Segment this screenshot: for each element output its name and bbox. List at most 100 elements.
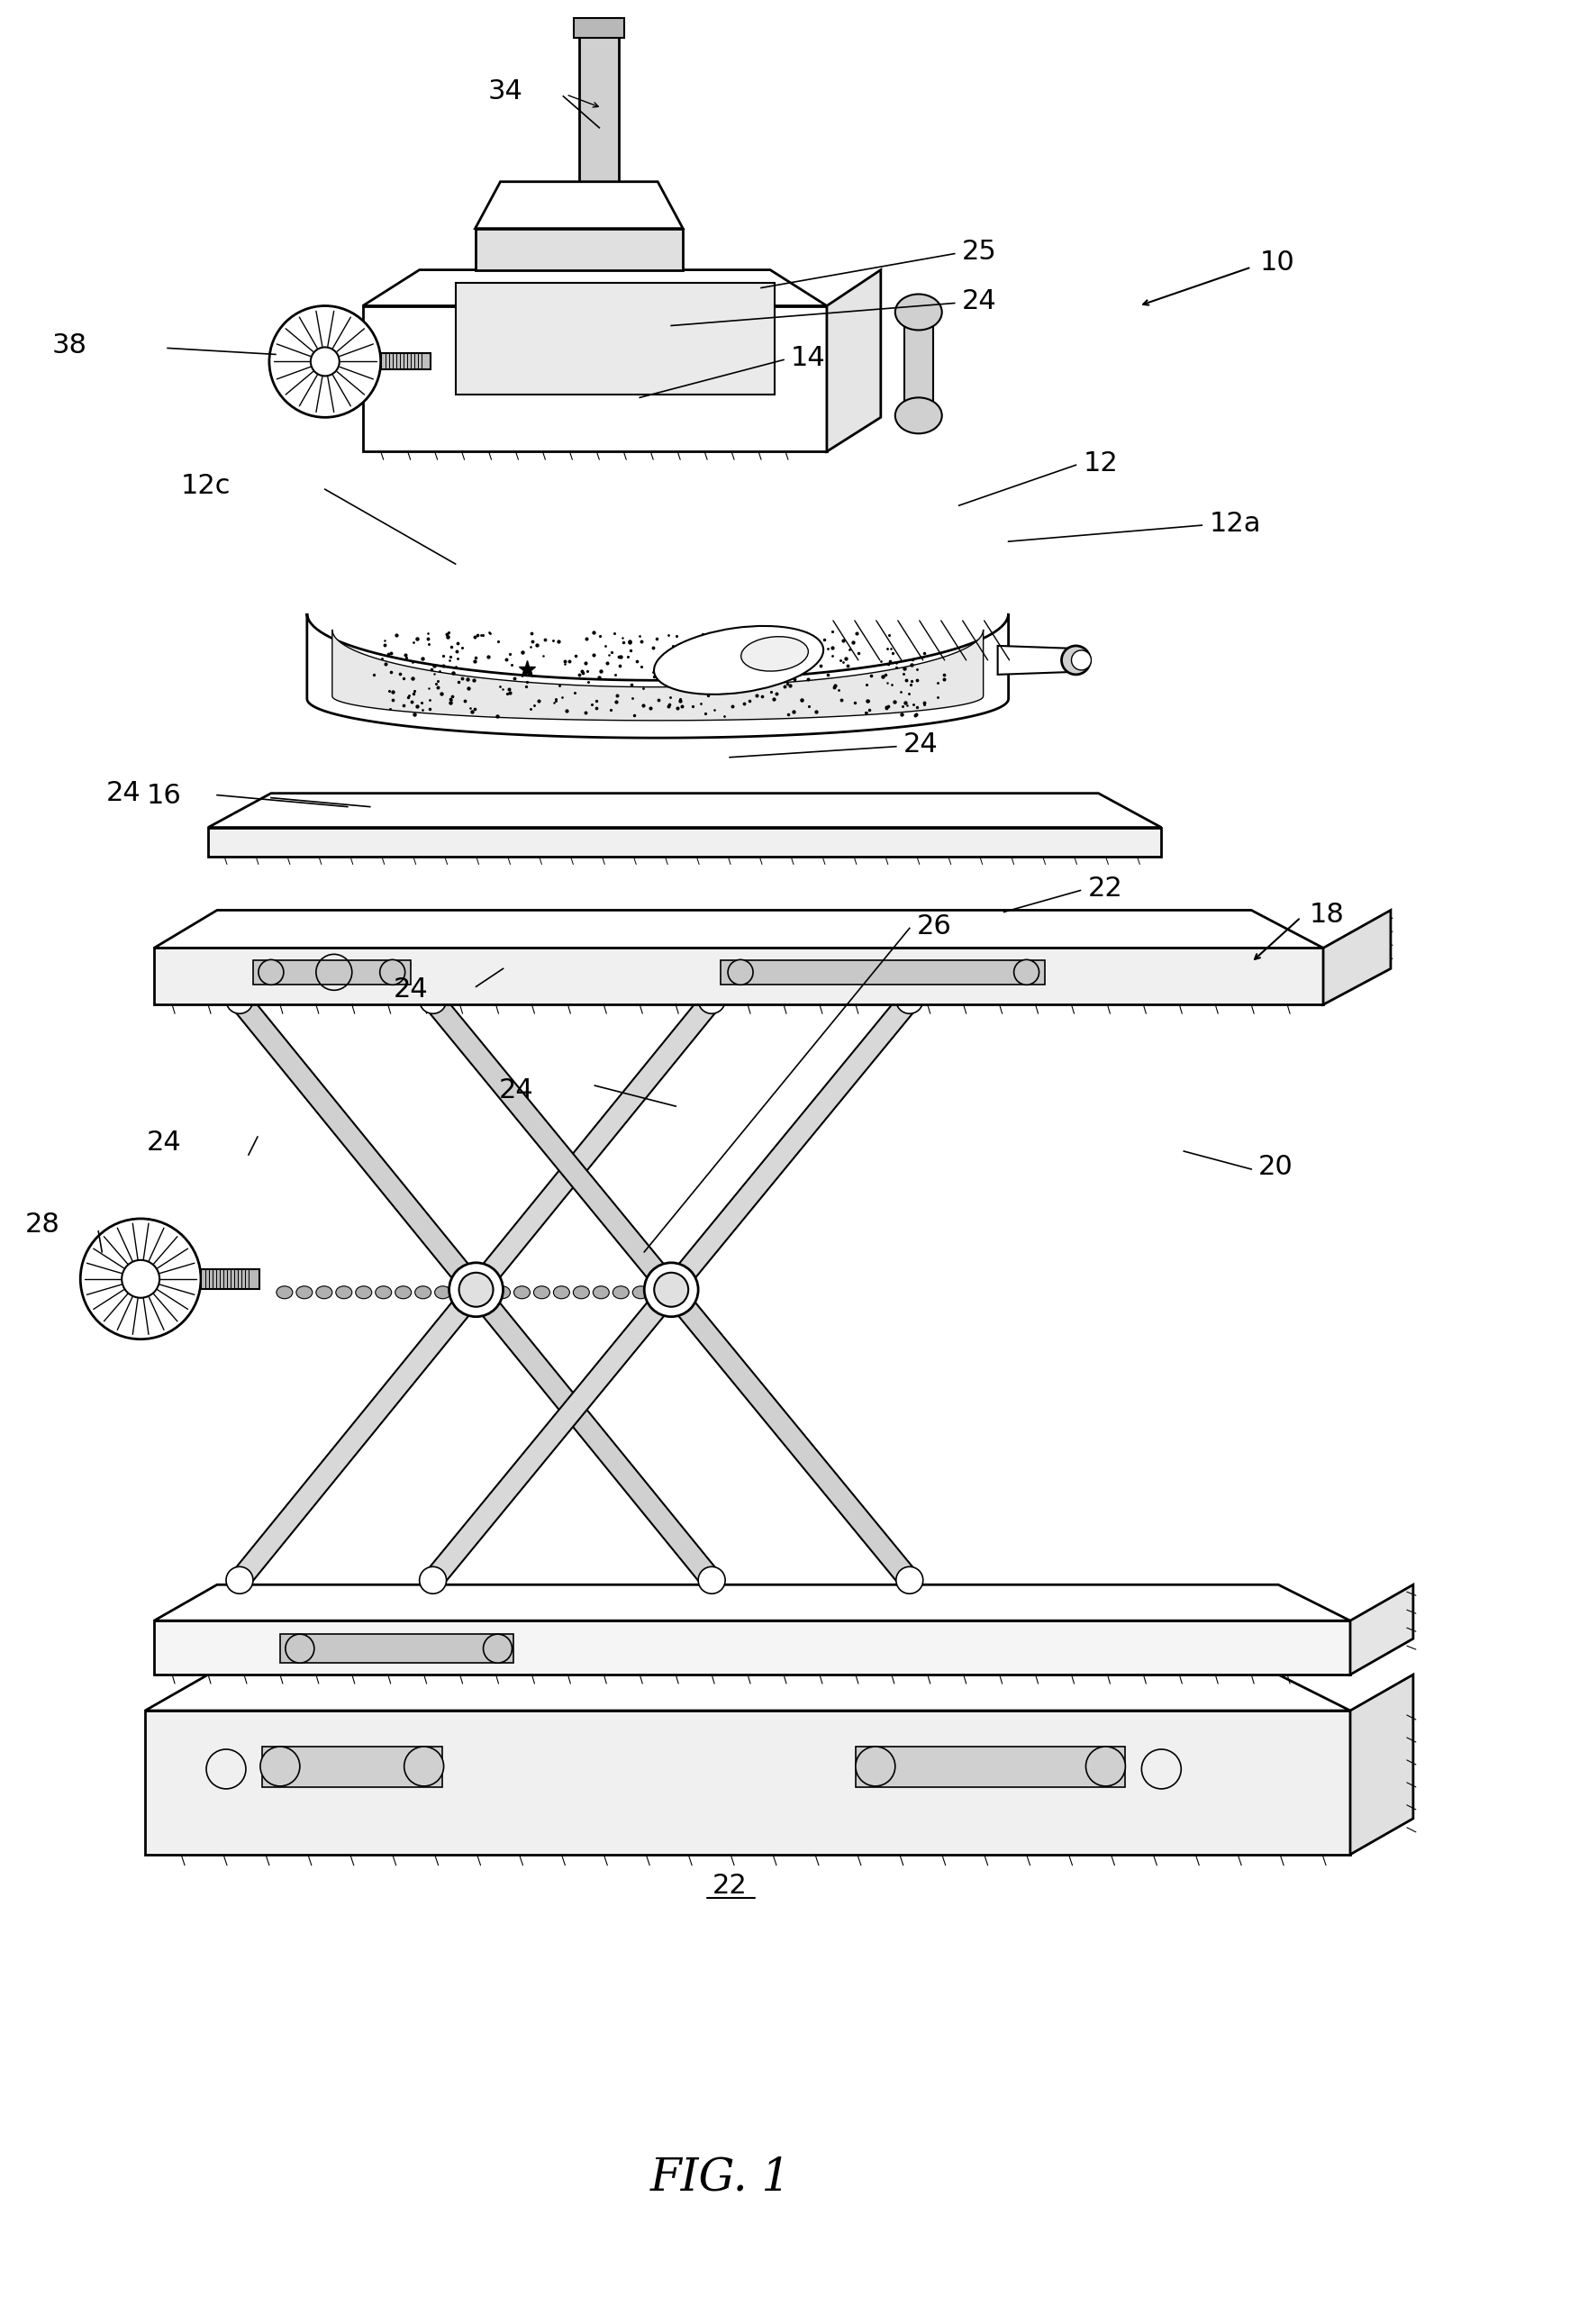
- Polygon shape: [1324, 911, 1391, 1004]
- Bar: [201, 1269, 259, 1290]
- Ellipse shape: [655, 1274, 688, 1306]
- Ellipse shape: [633, 1285, 648, 1299]
- Text: 18: 18: [1309, 902, 1345, 927]
- Circle shape: [268, 307, 382, 418]
- Ellipse shape: [375, 1285, 391, 1299]
- Polygon shape: [424, 992, 918, 1587]
- Ellipse shape: [495, 1285, 510, 1299]
- Polygon shape: [1350, 1676, 1413, 1855]
- Polygon shape: [476, 228, 683, 270]
- Ellipse shape: [1014, 960, 1039, 985]
- Ellipse shape: [856, 1748, 895, 1787]
- Polygon shape: [154, 1585, 1350, 1620]
- Polygon shape: [997, 646, 1074, 674]
- Ellipse shape: [396, 1285, 411, 1299]
- Polygon shape: [231, 992, 721, 1587]
- Polygon shape: [476, 181, 683, 228]
- Ellipse shape: [414, 1285, 432, 1299]
- Polygon shape: [231, 992, 721, 1587]
- Text: 38: 38: [52, 332, 86, 358]
- Polygon shape: [363, 270, 827, 307]
- Ellipse shape: [226, 988, 253, 1013]
- Ellipse shape: [261, 1748, 300, 1787]
- Bar: [382, 353, 430, 370]
- Ellipse shape: [896, 988, 923, 1013]
- Polygon shape: [154, 948, 1324, 1004]
- Ellipse shape: [259, 960, 284, 985]
- Polygon shape: [308, 614, 1008, 737]
- Ellipse shape: [644, 1262, 699, 1318]
- Ellipse shape: [1071, 651, 1091, 669]
- Text: 24: 24: [146, 1129, 181, 1155]
- Ellipse shape: [449, 1262, 502, 1318]
- Text: 16: 16: [146, 783, 181, 809]
- Text: 22: 22: [1088, 876, 1123, 902]
- Ellipse shape: [484, 1634, 512, 1664]
- Ellipse shape: [311, 346, 339, 376]
- Text: 28: 28: [25, 1211, 60, 1239]
- Ellipse shape: [699, 988, 725, 1013]
- Ellipse shape: [403, 1748, 444, 1787]
- Polygon shape: [144, 1710, 1350, 1855]
- Ellipse shape: [534, 1285, 549, 1299]
- Polygon shape: [424, 992, 918, 1587]
- Polygon shape: [154, 911, 1324, 948]
- Ellipse shape: [419, 988, 446, 1013]
- Circle shape: [80, 1218, 201, 1339]
- Text: FIG. 1: FIG. 1: [650, 2157, 791, 2201]
- Ellipse shape: [741, 637, 809, 672]
- Ellipse shape: [655, 625, 823, 695]
- Ellipse shape: [1061, 646, 1090, 674]
- Polygon shape: [154, 1620, 1350, 1676]
- Ellipse shape: [653, 1285, 669, 1299]
- Ellipse shape: [122, 1260, 160, 1297]
- Bar: [721, 960, 1044, 985]
- Text: 24: 24: [394, 976, 429, 1002]
- Ellipse shape: [355, 1285, 372, 1299]
- Text: 24: 24: [962, 288, 997, 314]
- Polygon shape: [827, 270, 881, 451]
- Ellipse shape: [896, 1566, 923, 1594]
- Text: 25: 25: [962, 239, 997, 265]
- Bar: [579, 19, 619, 267]
- Ellipse shape: [380, 960, 405, 985]
- Text: 22: 22: [713, 1873, 747, 1899]
- Polygon shape: [144, 1676, 1350, 1710]
- Bar: [262, 1748, 441, 1787]
- Ellipse shape: [458, 1274, 493, 1306]
- Text: 26: 26: [917, 913, 951, 939]
- Bar: [455, 284, 774, 395]
- Text: 10: 10: [1261, 249, 1295, 277]
- Text: 24: 24: [105, 781, 141, 806]
- Ellipse shape: [699, 1566, 725, 1594]
- Polygon shape: [363, 307, 827, 451]
- Ellipse shape: [728, 960, 754, 985]
- Text: 12c: 12c: [181, 472, 231, 500]
- Ellipse shape: [286, 1634, 314, 1664]
- Bar: [253, 960, 410, 985]
- Text: 12: 12: [1083, 451, 1118, 476]
- Bar: [856, 1748, 1126, 1787]
- Bar: [575, 19, 625, 37]
- Ellipse shape: [297, 1285, 312, 1299]
- Ellipse shape: [593, 1285, 609, 1299]
- Polygon shape: [209, 827, 1162, 855]
- Ellipse shape: [573, 1285, 589, 1299]
- Text: 20: 20: [1259, 1155, 1294, 1181]
- Ellipse shape: [435, 1285, 451, 1299]
- Ellipse shape: [513, 1285, 531, 1299]
- Text: 24: 24: [499, 1076, 534, 1104]
- Text: 14: 14: [791, 344, 826, 372]
- Ellipse shape: [419, 1566, 446, 1594]
- Polygon shape: [1350, 1585, 1413, 1676]
- Ellipse shape: [895, 295, 942, 330]
- Ellipse shape: [276, 1285, 292, 1299]
- Bar: [279, 1634, 513, 1664]
- Polygon shape: [209, 792, 1162, 827]
- Ellipse shape: [226, 1566, 253, 1594]
- Ellipse shape: [612, 1285, 630, 1299]
- Text: 24: 24: [903, 732, 939, 758]
- Ellipse shape: [1086, 1748, 1126, 1787]
- Ellipse shape: [316, 1285, 333, 1299]
- Ellipse shape: [454, 1285, 471, 1299]
